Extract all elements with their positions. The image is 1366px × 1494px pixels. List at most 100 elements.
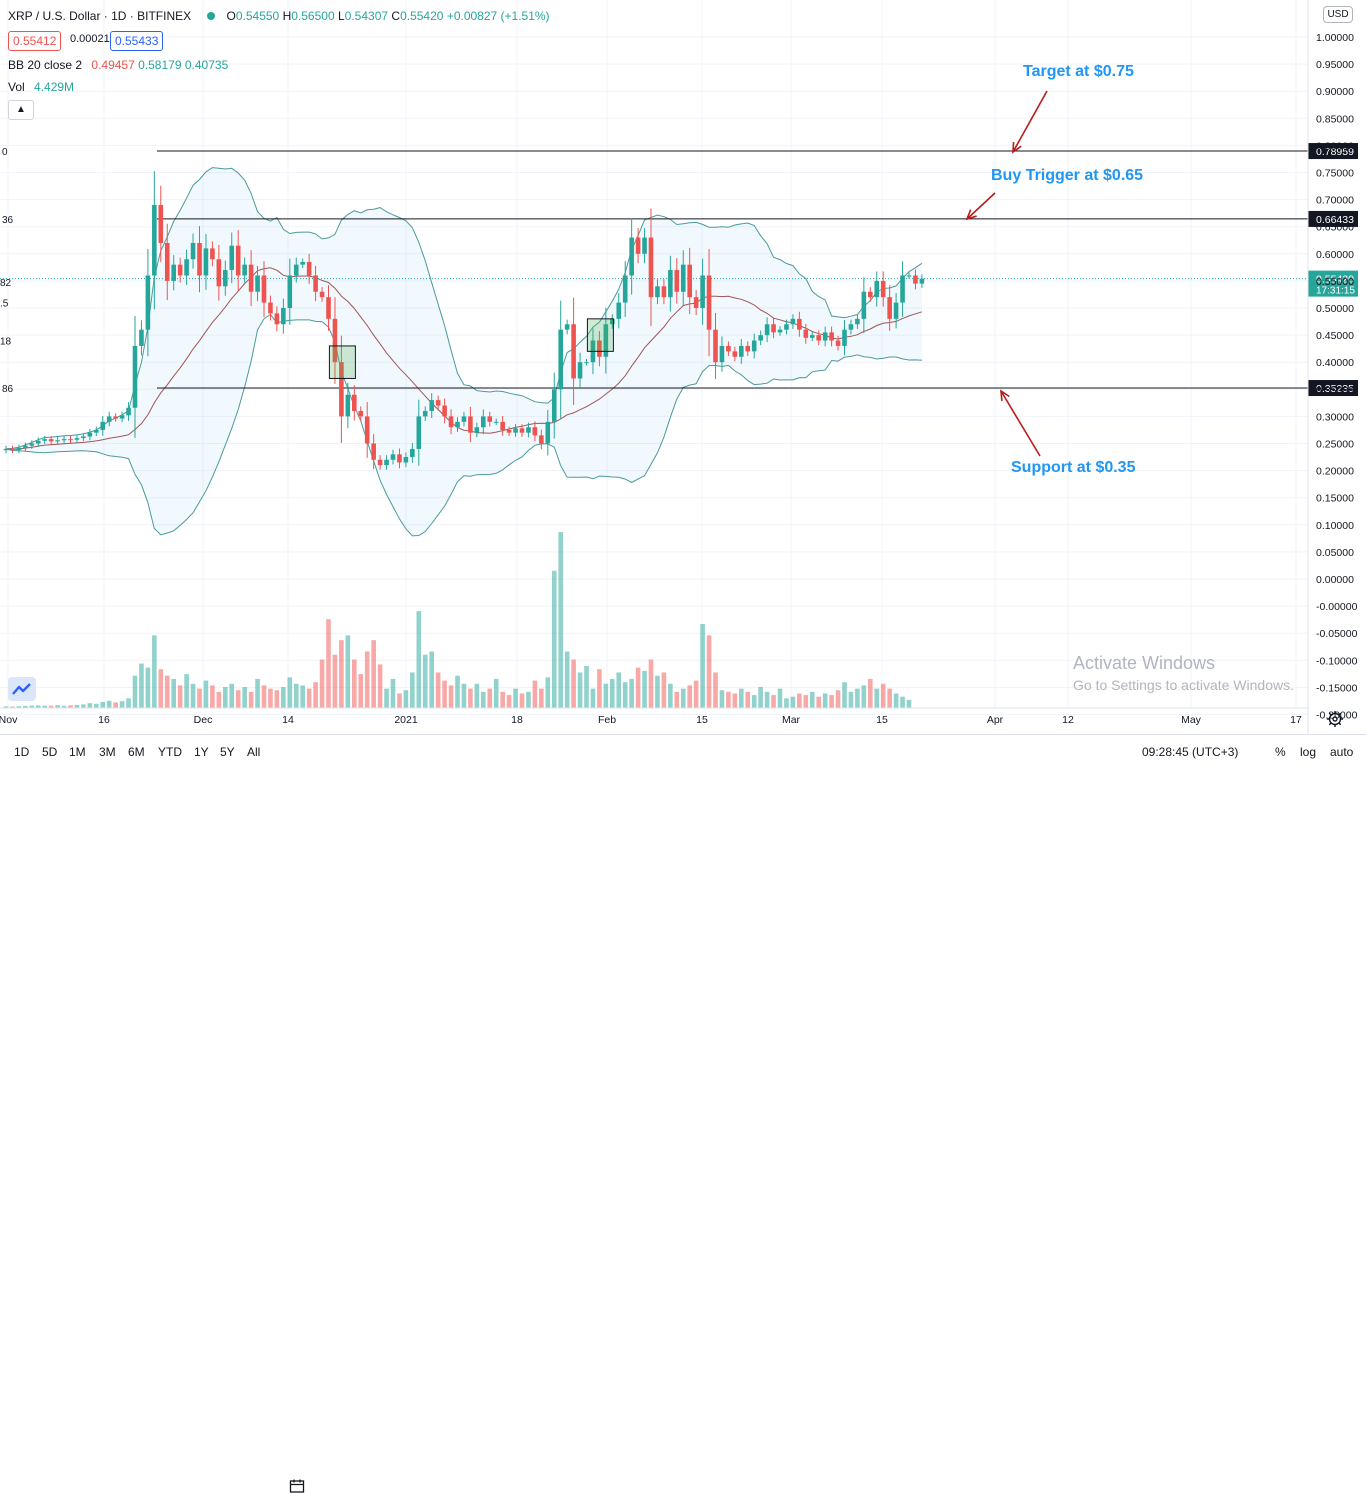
candle-body bbox=[693, 297, 699, 308]
candle-body bbox=[410, 448, 415, 458]
range-1d-button[interactable]: 1D bbox=[14, 745, 30, 759]
volume-bar bbox=[403, 690, 409, 708]
candle-body bbox=[216, 259, 222, 287]
volume-bar bbox=[397, 693, 402, 708]
x-tick-label: 18 bbox=[511, 714, 523, 726]
volume-bar bbox=[784, 698, 789, 708]
candle-body bbox=[558, 329, 563, 390]
level-price-tag bbox=[1308, 210, 1358, 227]
gear-icon[interactable] bbox=[1326, 710, 1344, 728]
range-5y-button[interactable]: 5Y bbox=[220, 745, 235, 759]
candle-body bbox=[119, 415, 125, 419]
candle-body bbox=[571, 324, 576, 379]
symbol-title[interactable]: XRP / U.S. Dollar · 1D · BITFINEX bbox=[8, 9, 192, 23]
volume-bar bbox=[842, 682, 847, 708]
y-tick-label: 0.80000 bbox=[1316, 140, 1354, 152]
candle-body bbox=[435, 400, 441, 406]
x-tick-label: Nov bbox=[0, 714, 18, 726]
highlight-box bbox=[328, 345, 356, 379]
range-6m-button[interactable]: 6M bbox=[128, 745, 145, 759]
volume-bar bbox=[816, 696, 821, 708]
currency-badge[interactable]: USD bbox=[1323, 6, 1353, 23]
candle-body bbox=[139, 329, 144, 346]
volume-bar bbox=[145, 667, 151, 708]
calendar-icon[interactable] bbox=[289, 1478, 305, 1494]
volume-bar bbox=[358, 674, 364, 708]
price-chart[interactable]: 0.7895900.66433360.352358682.5180.554201… bbox=[0, 0, 1366, 768]
candle-body bbox=[887, 297, 892, 319]
range-3m-button[interactable]: 3M bbox=[99, 745, 116, 759]
legend-symbol-row: XRP / U.S. Dollar · 1D · BITFINEX O0.545… bbox=[8, 9, 550, 23]
volume-bar bbox=[74, 704, 80, 708]
fib-left-label: 18 bbox=[0, 337, 12, 348]
legend-bollinger[interactable]: BB 20 close 2 0.49457 0.58179 0.40735 bbox=[8, 58, 228, 72]
volume-bar bbox=[306, 688, 312, 708]
log-scale-toggle[interactable]: log bbox=[1300, 745, 1317, 759]
y-tick-label: 0.35000 bbox=[1316, 384, 1354, 396]
annotation-arrowhead bbox=[1012, 141, 1022, 154]
clock-timezone[interactable]: 09:28:45 (UTC+3) bbox=[1142, 745, 1239, 759]
candle-body bbox=[326, 297, 331, 319]
auto-scale-toggle[interactable]: auto bbox=[1330, 745, 1354, 759]
candle-body bbox=[584, 362, 589, 364]
last-price-tag bbox=[1308, 270, 1358, 297]
x-tick-label: 2021 bbox=[394, 714, 418, 726]
volume-bar bbox=[868, 678, 873, 708]
collapse-legend-button[interactable]: ▲ bbox=[8, 100, 34, 120]
volume-bar bbox=[719, 690, 725, 708]
x-tick-label: Dec bbox=[194, 714, 213, 726]
buy-price-button[interactable]: 0.55433 bbox=[110, 31, 164, 51]
range-ytd-button[interactable]: YTD bbox=[158, 745, 182, 759]
candle-body bbox=[229, 245, 235, 271]
x-tick-label: 17 bbox=[1290, 714, 1302, 726]
candle-body bbox=[797, 318, 802, 330]
candle-body bbox=[635, 237, 641, 254]
volume-bar bbox=[571, 659, 576, 708]
volume-bar bbox=[764, 691, 770, 708]
volume-bar bbox=[422, 654, 428, 708]
spread-value: 0.00021 bbox=[70, 33, 110, 45]
volume-bar bbox=[493, 678, 499, 708]
candle-body bbox=[293, 264, 299, 276]
volume-bar bbox=[332, 654, 338, 708]
last-price-label: 0.55420 bbox=[1316, 274, 1354, 286]
sell-price-button[interactable]: 0.55412 bbox=[8, 31, 62, 51]
range-5d-button[interactable]: 5D bbox=[42, 745, 58, 759]
volume-bar bbox=[61, 705, 67, 708]
annotation-arrowhead bbox=[1000, 389, 1010, 402]
range-1y-button[interactable]: 1Y bbox=[194, 745, 209, 759]
volume-bar bbox=[87, 703, 93, 708]
range-all-button[interactable]: All bbox=[247, 745, 261, 759]
candle-body bbox=[500, 421, 505, 430]
volume-bars bbox=[3, 532, 912, 708]
legend-volume[interactable]: Vol 4.429M bbox=[8, 80, 74, 94]
candle-body bbox=[74, 438, 80, 440]
volume-bar bbox=[68, 705, 73, 708]
volume-bar bbox=[248, 691, 254, 708]
range-1m-button[interactable]: 1M bbox=[69, 745, 86, 759]
y-tick-label: 1.00000 bbox=[1316, 32, 1354, 44]
percent-scale-toggle[interactable]: % bbox=[1275, 745, 1286, 759]
volume-bar bbox=[829, 695, 834, 708]
highlight-box bbox=[586, 318, 614, 352]
candle-body bbox=[10, 448, 15, 451]
candle-body bbox=[177, 264, 183, 276]
volume-bar bbox=[790, 696, 796, 708]
candle-body bbox=[493, 421, 499, 423]
volume-bar bbox=[100, 701, 106, 708]
volume-bar bbox=[313, 682, 318, 708]
candle-body bbox=[829, 332, 834, 341]
volume-bar bbox=[177, 685, 183, 708]
annotation-buy-trigger: Buy Trigger at $0.65 bbox=[991, 167, 1144, 184]
volume-bar bbox=[319, 659, 325, 708]
volume-bar bbox=[261, 685, 267, 708]
candle-body bbox=[751, 340, 757, 352]
volume-bar bbox=[300, 685, 305, 708]
windows-watermark-subtitle: Go to Settings to activate Windows. bbox=[1073, 677, 1294, 693]
volume-bar bbox=[23, 705, 28, 708]
tradingview-logo-icon[interactable] bbox=[8, 677, 36, 701]
candle-body bbox=[906, 275, 912, 277]
candle-body bbox=[868, 291, 873, 298]
volume-bar bbox=[610, 678, 615, 708]
bb-name: BB 20 close 2 bbox=[8, 58, 83, 72]
